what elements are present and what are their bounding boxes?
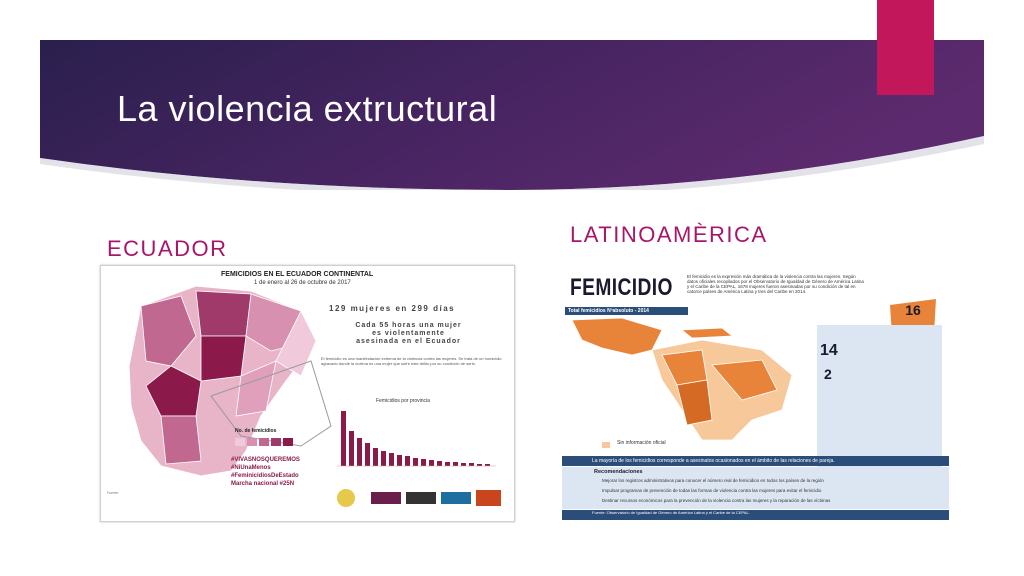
- latam-recommendations-title: Recomendaciones: [594, 469, 643, 475]
- heading-latinoamerica: LATINOAMÈRICA: [570, 222, 768, 247]
- latam-summary-bar: La mayoría de los femicidios corresponde…: [562, 456, 949, 466]
- ecuador-stat-frequency: Cada 55 horas una mujer es violentamente…: [355, 322, 462, 345]
- hashtag: #FeminicidiosDeEstado: [231, 473, 299, 479]
- ecuador-footnote: Fuente:: [107, 491, 119, 495]
- hashtag: #VIVASNOSQUEREMOS: [231, 457, 300, 463]
- latam-totals-bar: Total femicidios Nºabsoluto - 2014: [565, 307, 688, 315]
- latam-infographic: FEMICIDIO El femicidio es la expresión m…: [562, 270, 949, 520]
- ecuador-infographic: FEMICIDIOS EN EL ECUADOR CONTINENTAL 1 d…: [100, 265, 515, 522]
- ecuador-paragraph: El femicidio es una manifestación extrem…: [321, 356, 502, 366]
- latam-recommendations-panel: [562, 467, 949, 509]
- ecuador-infographic-subtitle: 1 de enero al 26 de octubre de 2017: [254, 280, 351, 286]
- latam-recommendation: Impulsar programas de prevención de toda…: [602, 488, 822, 493]
- latam-recommendation: Mejorar los registros administrativos pa…: [602, 478, 824, 483]
- ecuador-hashtags: #VIVASNOSQUEREMOS #NiUnaMenos #Feminicid…: [231, 456, 300, 488]
- latam-map: [571, 317, 793, 448]
- heading-ecuador: ECUADOR: [107, 236, 228, 261]
- hashtag: #NiUnaMenos: [231, 465, 271, 471]
- ecuador-legend-title: No. de femicidios: [235, 428, 277, 434]
- latam-recommendation: Destinar recursos económicos para la pre…: [602, 498, 831, 503]
- ecuador-map: [128, 285, 501, 507]
- hashtag: Marcha nacional #25N: [231, 481, 295, 487]
- ecuador-infographic-title: FEMICIDIOS EN EL ECUADOR CONTINENTAL: [221, 271, 374, 278]
- latam-legend: Sin información oficial: [617, 440, 666, 446]
- ecuador-chart-title: Femicidios por provincia: [376, 398, 430, 404]
- latam-footer: Fuente: Observatorio de Igualdad de Géne…: [562, 510, 949, 520]
- latam-title: FEMICIDIO: [570, 274, 673, 301]
- slide-title: La violencia extructural: [117, 88, 498, 129]
- banner-shape: [40, 40, 984, 190]
- latam-paragraph: El femicidio es la expresión más dramáti…: [687, 274, 864, 294]
- ecuador-stat-total: 129 mujeres en 299 días: [329, 304, 456, 313]
- accent-tab: [877, 0, 934, 95]
- title-banner: [40, 40, 984, 190]
- latam-badge-number: 16: [905, 302, 921, 318]
- latam-number-14: 14: [820, 342, 838, 359]
- latam-number-2: 2: [824, 366, 832, 382]
